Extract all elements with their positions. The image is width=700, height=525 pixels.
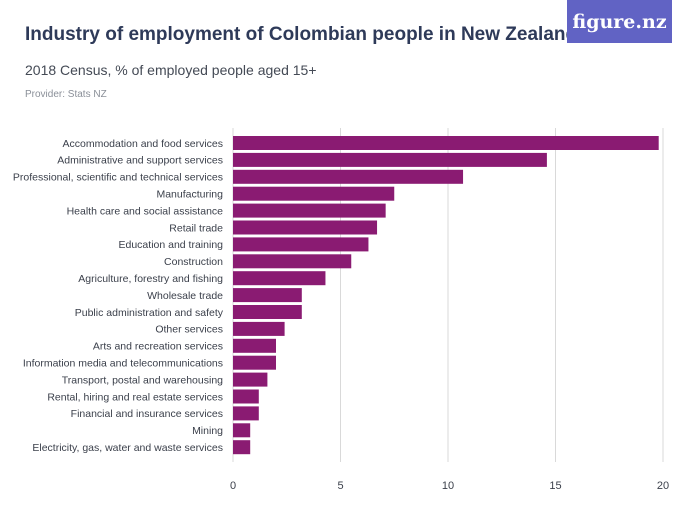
bar[interactable] xyxy=(233,440,251,455)
category-label: Manufacturing xyxy=(156,189,223,201)
category-label: Accommodation and food services xyxy=(63,138,224,150)
category-label: Health care and social assistance xyxy=(67,205,224,217)
bar[interactable] xyxy=(233,355,276,370)
bar[interactable] xyxy=(233,220,378,235)
bar[interactable] xyxy=(233,203,386,218)
category-labels: Accommodation and food services Administr… xyxy=(13,138,224,454)
category-label: Public administration and safety xyxy=(75,307,224,319)
x-axis-ticks: 0 5 10 15 20 xyxy=(230,480,669,492)
category-label: Education and training xyxy=(119,239,224,251)
x-tick-label: 5 xyxy=(337,480,343,492)
bar[interactable] xyxy=(233,305,302,319)
bar[interactable] xyxy=(233,186,395,201)
x-tick-label: 15 xyxy=(549,480,561,492)
category-label: Rental, hiring and real estate services xyxy=(47,391,223,403)
bar[interactable] xyxy=(233,237,369,252)
category-label: Mining xyxy=(192,425,223,437)
category-label: Arts and recreation services xyxy=(93,341,223,353)
bar[interactable] xyxy=(233,136,659,150)
bar[interactable] xyxy=(233,254,352,269)
category-label: Construction xyxy=(164,256,223,268)
category-label: Administrative and support services xyxy=(57,155,223,167)
bar[interactable] xyxy=(233,321,285,336)
bar[interactable] xyxy=(233,152,547,167)
category-label: Information media and telecommunications xyxy=(23,358,223,370)
figure-nz-logo[interactable]: figure.nz xyxy=(567,0,672,43)
category-label: Electricity, gas, water and waste servic… xyxy=(32,442,223,454)
category-label: Retail trade xyxy=(169,222,223,234)
x-tick-label: 20 xyxy=(657,480,669,492)
chart-title: Industry of employment of Colombian peop… xyxy=(25,24,578,45)
data-provider: Provider: Stats NZ xyxy=(25,89,107,100)
x-tick-label: 0 xyxy=(230,480,236,492)
bar[interactable] xyxy=(233,338,276,353)
category-label: Professional, scientific and technical s… xyxy=(13,172,223,184)
bar[interactable] xyxy=(233,406,259,421)
category-label: Wholesale trade xyxy=(147,290,223,302)
category-label: Other services xyxy=(155,324,223,336)
bar[interactable] xyxy=(233,372,268,387)
category-label: Transport, postal and warehousing xyxy=(62,374,223,386)
chart-subtitle: 2018 Census, % of employed people aged 1… xyxy=(25,62,317,78)
category-label: Financial and insurance services xyxy=(71,408,223,420)
category-label: Agriculture, forestry and fishing xyxy=(78,273,223,285)
bar[interactable] xyxy=(233,423,251,438)
x-tick-label: 10 xyxy=(442,480,454,492)
bar[interactable] xyxy=(233,169,464,184)
bar[interactable] xyxy=(233,389,259,404)
bar[interactable] xyxy=(233,288,302,303)
bar[interactable] xyxy=(233,271,326,286)
bars xyxy=(233,136,659,455)
